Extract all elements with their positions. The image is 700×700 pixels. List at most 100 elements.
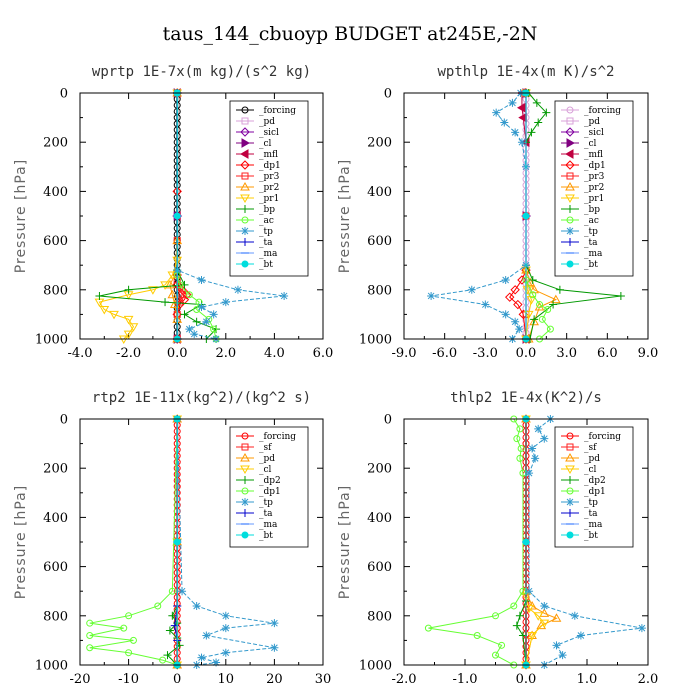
legend-marker — [241, 498, 249, 506]
data-point — [185, 291, 193, 299]
data-point — [178, 291, 186, 299]
legend-label: _ac — [584, 216, 599, 226]
legend-label: _pr1 — [259, 194, 279, 204]
legend-marker — [565, 181, 575, 191]
series-ac — [173, 89, 220, 343]
data-point — [176, 281, 184, 289]
legend-label: _dp1 — [259, 487, 281, 497]
legend-entry: _ac — [561, 216, 599, 226]
data-point — [197, 653, 206, 662]
axes: -9.0 -6.0 -3.0 0.0 3.0 6.0 9.0 0 200 400 600 800 100… — [359, 87, 658, 362]
x-tick-label: 6.0 — [313, 346, 334, 361]
data-point — [120, 624, 128, 632]
legend-entry: _pr1 — [236, 194, 279, 204]
legend-entry: _forcing — [236, 432, 296, 442]
legend-entry: _pd — [236, 117, 275, 127]
data-point — [517, 275, 527, 285]
data-point — [165, 626, 174, 635]
data-point — [529, 291, 537, 299]
legend-label: _ma — [584, 520, 603, 530]
legend-label: _ac — [259, 216, 274, 226]
data-point — [190, 330, 199, 339]
legend-label: _tp — [259, 498, 273, 508]
legend-marker — [241, 487, 249, 495]
series-line — [98, 93, 178, 340]
data-point — [197, 303, 206, 312]
data-point — [570, 611, 579, 620]
series-dp1 — [424, 415, 527, 669]
x-tick-label: 9.0 — [638, 346, 659, 361]
legend: _forcing_pd_sicl_cl_mfl_dp1_pr3_pr2_pr1_… — [229, 100, 309, 277]
legend-label: _ta — [259, 238, 273, 248]
y-tick-label: 400 — [367, 185, 392, 200]
legend-label: _pr3 — [584, 172, 605, 182]
legend-marker — [241, 205, 249, 213]
legend-entry: _dp1 — [561, 160, 606, 171]
legend-marker — [241, 432, 249, 440]
legend-entry: _ta — [236, 509, 273, 519]
data-point — [512, 621, 521, 630]
data-point — [210, 325, 218, 333]
data-point — [511, 317, 520, 326]
x-tick-label: 0.0 — [516, 672, 537, 687]
chart-panel-4: thlp2 1E-4x(K^2)/s Pressure [hPa] -2.0 -1.0… — [337, 390, 658, 687]
legend-entry: _pd — [561, 117, 600, 127]
data-point — [510, 602, 518, 610]
legend-entry: _ma — [561, 249, 603, 259]
data-point — [86, 619, 94, 627]
legend-entry: _mfl — [236, 149, 278, 160]
legend-marker — [241, 138, 251, 148]
data-point — [576, 631, 585, 640]
data-point — [492, 108, 501, 117]
data-point — [467, 285, 476, 294]
legend-label: _bt — [584, 260, 598, 270]
legend-entry: _bt — [236, 260, 273, 270]
legend-entry: _sicl — [561, 127, 604, 138]
legend-label: _dp1 — [584, 161, 606, 171]
data-point — [515, 611, 524, 620]
series-pr1 — [94, 89, 183, 345]
legend-entry: _tp — [561, 227, 598, 237]
legend-entry: _ac — [236, 216, 274, 226]
data-point — [513, 435, 521, 443]
legend-entry: _cl — [236, 138, 272, 149]
legend-entry: _pr2 — [561, 181, 604, 193]
axes: -20 -10 0 10 20 30 0 200 400 600 800 1000 — [35, 413, 331, 688]
y-tick-label: 800 — [367, 283, 392, 298]
data-point — [558, 651, 567, 660]
legend-label: _pr3 — [259, 172, 280, 182]
data-point — [280, 291, 289, 300]
data-point — [427, 291, 436, 300]
data-point — [540, 434, 549, 443]
data-point — [185, 325, 194, 334]
x-tick-label: 0.0 — [516, 346, 537, 361]
series-line — [509, 93, 527, 340]
data-point — [159, 656, 167, 664]
y-tick-label: 200 — [367, 462, 392, 477]
legend-label: _ta — [584, 509, 598, 519]
legend-entry: _cl — [561, 465, 597, 475]
legend-entry: _bt — [236, 531, 273, 541]
data-point — [492, 612, 499, 620]
data-point — [550, 294, 561, 304]
legend-marker — [566, 487, 574, 495]
legend-marker — [565, 160, 575, 170]
data-point — [517, 138, 526, 147]
legend-marker — [241, 106, 249, 114]
data-point — [540, 601, 549, 610]
data-point — [129, 636, 137, 644]
data-point — [513, 299, 523, 310]
legend-label: _cl — [584, 465, 597, 475]
legend-marker — [241, 443, 249, 451]
legend-entry: _dp1 — [561, 487, 606, 497]
legend-marker — [566, 227, 574, 235]
legend-label: _dp2 — [259, 476, 281, 486]
plot-frame — [403, 418, 649, 666]
y-tick-label: 200 — [367, 136, 392, 151]
legend-label: _mfl — [584, 150, 603, 160]
data-point — [99, 305, 110, 315]
legend-label: _cl — [584, 139, 597, 149]
data-point — [637, 624, 646, 633]
legend-label: _bt — [259, 531, 273, 541]
data-point — [270, 619, 279, 628]
